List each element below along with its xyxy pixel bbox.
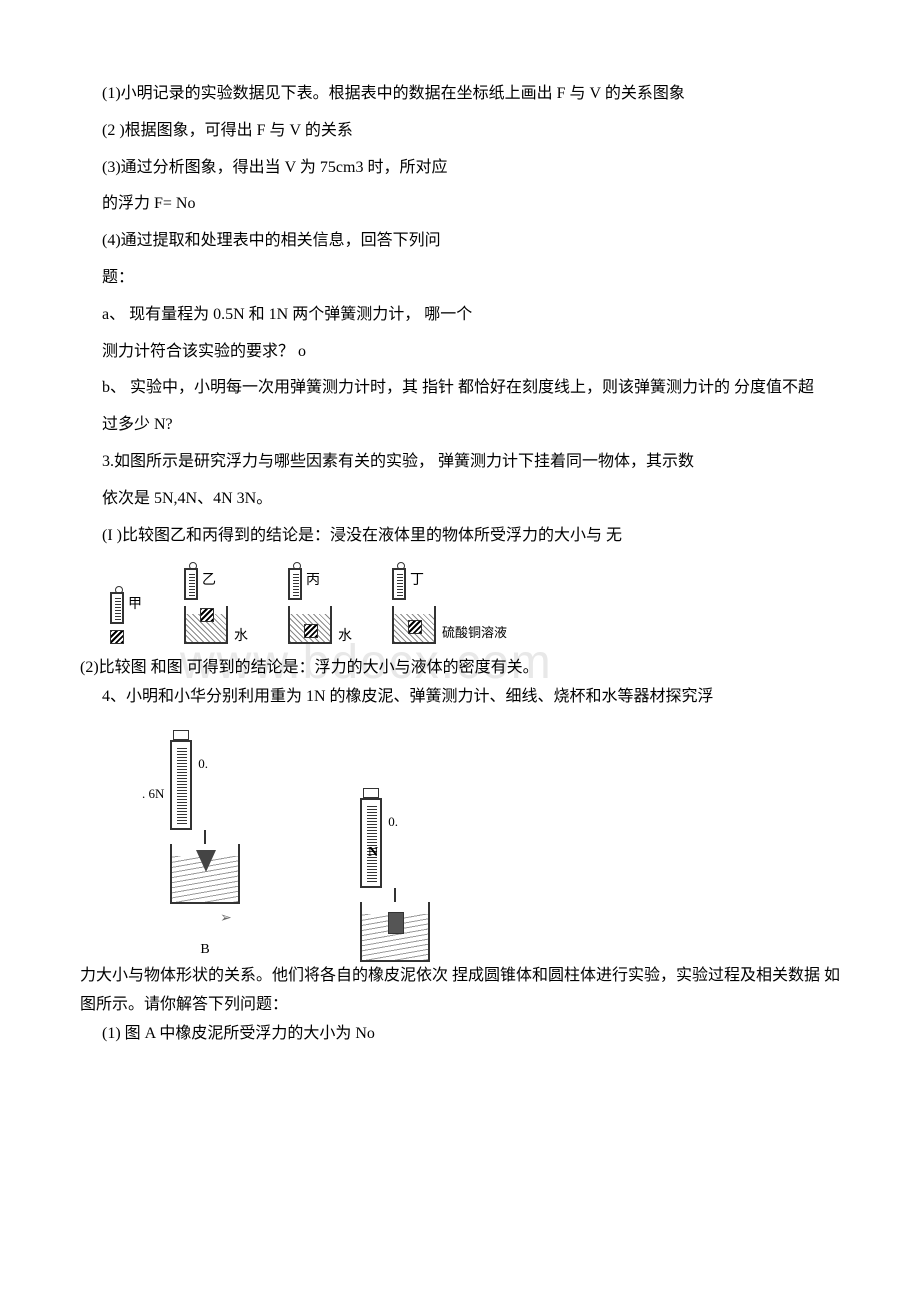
figure-bing: 丙 水 [288, 568, 332, 644]
figure-label: 乙 [202, 568, 216, 593]
figure-yi: 乙 水 [184, 568, 228, 644]
cone-object-icon [196, 850, 216, 872]
spring-scale-icon [184, 568, 198, 600]
beaker-icon: 硫酸铜溶液 [392, 606, 436, 644]
figure-row-2-wrapper: . 6N 0. ➢ B N 0. [70, 720, 850, 1020]
figure-label: 丁 [410, 568, 424, 593]
paragraph: 测力计符合该实验的要求？ o [70, 338, 850, 367]
figure-row-1-wrapper: 甲 乙 水 丙 水 [70, 558, 850, 683]
paragraph: 4、小明和小华分别利用重为 1N 的橡皮泥、弹簧测力计、细线、烧杯和水等器材探究… [70, 683, 850, 712]
paragraph-tail: (2)比较图 和图 可得到的结论是：浮力的大小与液体的密度有关。 [80, 654, 539, 683]
spring-scale-icon [288, 568, 302, 600]
arrow-icon: ➢ [220, 906, 232, 931]
spring-scale-large-icon: N 0. [360, 798, 382, 888]
paragraph: 过多少 N? [70, 411, 850, 440]
figure-jia: 甲 [110, 592, 124, 644]
scale-reading: N [368, 840, 378, 865]
figure-label: 丙 [306, 568, 320, 593]
paragraph: (4)通过提取和处理表中的相关信息，回答下列问 [70, 227, 850, 256]
paragraph: 的浮力 F= No [70, 190, 850, 219]
paragraph: 3.如图所示是研究浮力与哪些因素有关的实验， 弹簧测力计下挂着同一物体，其示数 [70, 448, 850, 477]
scale-reading: 0. [198, 752, 208, 775]
paragraph-tail: 力大小与物体形状的关系。他们将各自的橡皮泥依次 捏成圆锥体和圆柱体进行实验，实验… [80, 962, 850, 1020]
paragraph: (2 )根据图象，可得出 F 与 V 的关系 [70, 117, 850, 146]
wire-icon [394, 888, 396, 902]
figure-row-1: 甲 乙 水 丙 水 [110, 568, 436, 644]
paragraph: 题： [70, 264, 850, 293]
liquid-label: 水 [234, 624, 248, 649]
spring-scale-icon [110, 592, 124, 624]
object-icon [110, 630, 124, 644]
figure-b: N 0. [360, 798, 430, 962]
paragraph: b、 实验中，小明每一次用弹簧测力计时，其 指针 都恰好在刻度线上，则该弹簧测力… [70, 374, 850, 403]
spring-scale-icon [392, 568, 406, 600]
beaker-large-icon [360, 902, 430, 962]
wire-icon [204, 830, 206, 844]
scale-reading: 0. [388, 810, 398, 833]
beaker-icon: 水 [288, 606, 332, 644]
paragraph: 依次是 5N,4N、4N 3N。 [70, 485, 850, 514]
scale-reading: . 6N [142, 782, 164, 805]
figure-a: . 6N 0. ➢ B [170, 740, 240, 962]
liquid-label: 水 [338, 624, 352, 649]
paragraph: (1) 图 A 中橡皮泥所受浮力的大小为 No [70, 1020, 850, 1049]
beaker-large-icon [170, 844, 240, 904]
spring-scale-large-icon: . 6N 0. [170, 740, 192, 830]
beaker-icon: 水 [184, 606, 228, 644]
paragraph: a、 现有量程为 0.5N 和 1N 两个弹簧测力计， 哪一个 [70, 301, 850, 330]
figure-ding: 丁 硫酸铜溶液 [392, 568, 436, 644]
paragraph: (I )比较图乙和丙得到的结论是：浸没在液体里的物体所受浮力的大小与 无 [70, 522, 850, 551]
cylinder-object-icon [388, 912, 404, 934]
paragraph: (3)通过分析图象，得出当 V 为 75cm3 时，所对应 [70, 154, 850, 183]
paragraph: (1)小明记录的实验数据见下表。根据表中的数据在坐标纸上画出 F 与 V 的关系… [70, 80, 850, 109]
figure-row-2: . 6N 0. ➢ B N 0. [170, 740, 430, 962]
figure-label: 甲 [128, 592, 142, 617]
liquid-label: 硫酸铜溶液 [442, 621, 507, 644]
document-content: (1)小明记录的实验数据见下表。根据表中的数据在坐标纸上画出 F 与 V 的关系… [70, 80, 850, 1048]
arrow-caption-row: ➢ B [170, 904, 240, 962]
figure-caption: B [170, 937, 240, 962]
